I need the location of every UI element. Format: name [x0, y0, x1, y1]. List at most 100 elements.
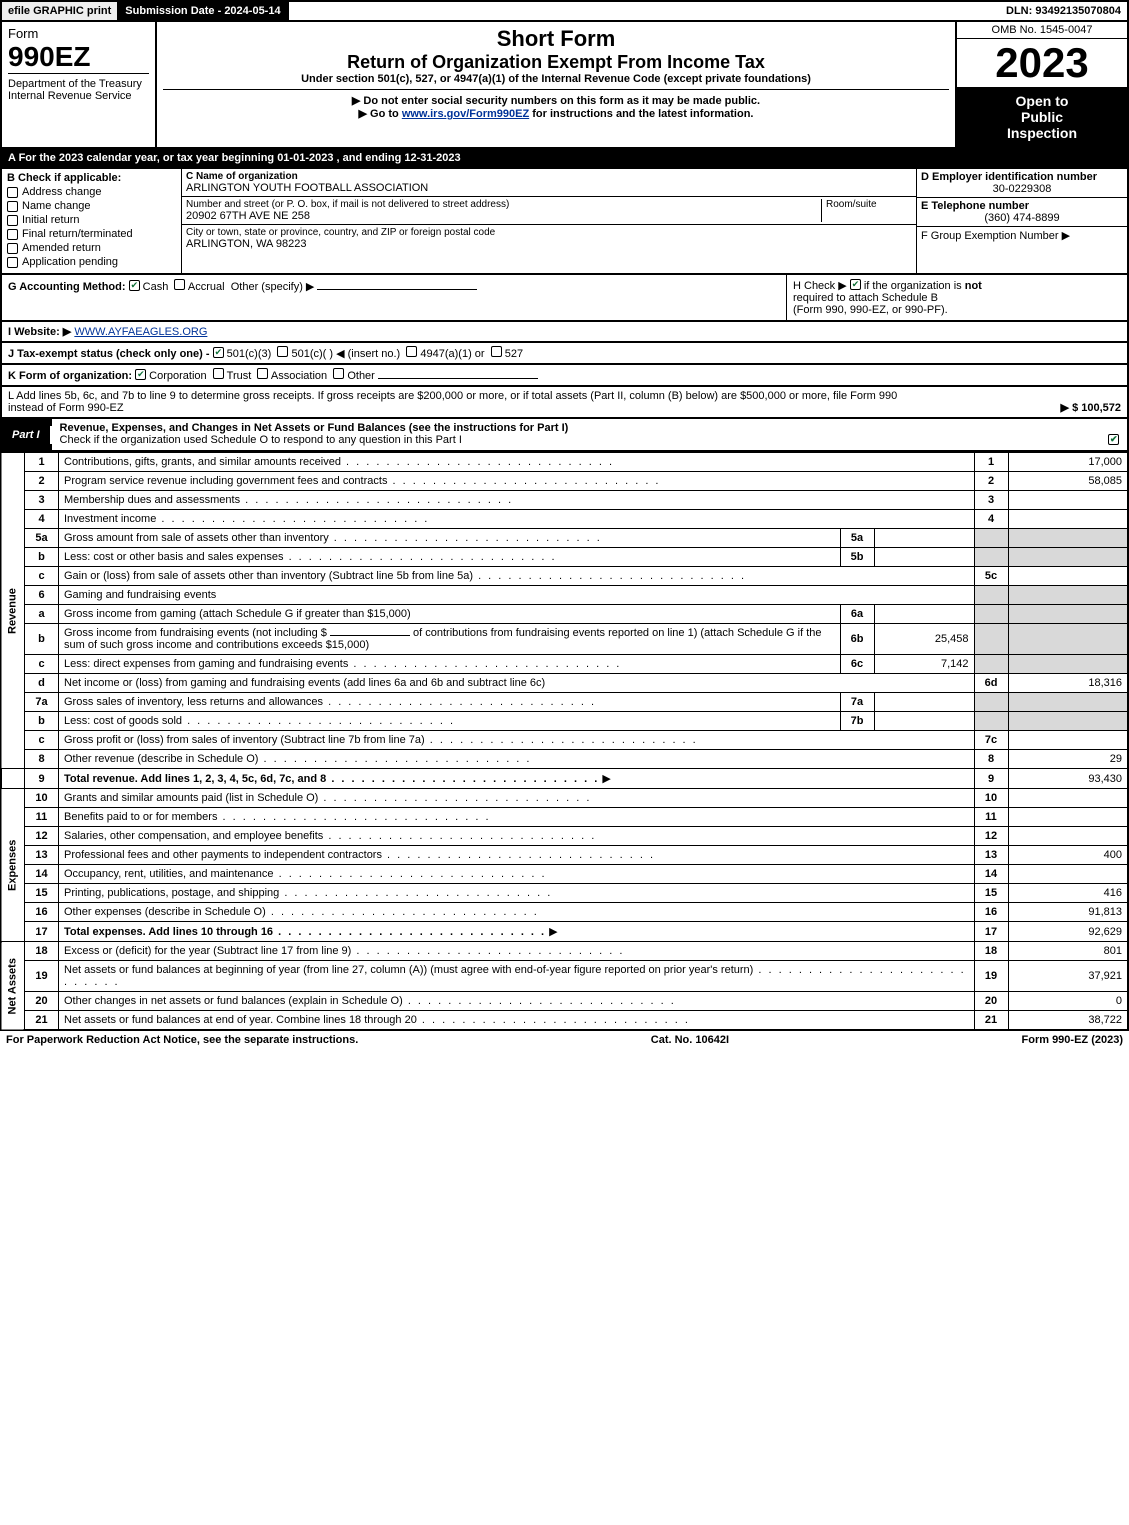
form-number: 990EZ — [8, 41, 149, 73]
l10-no: 10 — [25, 789, 59, 808]
b-label: B Check if applicable: — [7, 172, 176, 184]
l7b-sv — [874, 712, 974, 731]
l5b-sv — [874, 548, 974, 567]
opt-initial-return: Initial return — [22, 214, 79, 226]
l5b-no: b — [25, 548, 59, 567]
l13-val: 400 — [1008, 846, 1128, 865]
l5c-desc: Gain or (loss) from sale of assets other… — [59, 567, 975, 586]
chk-schedule-o[interactable] — [1108, 434, 1119, 445]
note-ssn: ▶ Do not enter social security numbers o… — [163, 94, 949, 107]
ein: 30-0229308 — [921, 183, 1123, 195]
l6-desc: Gaming and fundraising events — [59, 586, 975, 605]
l20-num: 20 — [974, 992, 1008, 1011]
irs-link[interactable]: www.irs.gov/Form990EZ — [402, 108, 529, 120]
j-4947: 4947(a)(1) or — [420, 348, 484, 360]
h-text4: (Form 990, 990-EZ, or 990-PF). — [793, 304, 948, 316]
l6c-numshade — [974, 655, 1008, 674]
k-corp: Corporation — [149, 370, 206, 382]
h-not: not — [965, 280, 982, 292]
l7c-no: c — [25, 731, 59, 750]
chk-amended-return[interactable] — [7, 243, 18, 254]
chk-application-pending[interactable] — [7, 257, 18, 268]
chk-527[interactable] — [491, 346, 502, 357]
j-527: 527 — [505, 348, 523, 360]
street-label: Number and street (or P. O. box, if mail… — [186, 199, 817, 210]
submission-date: Submission Date - 2024-05-14 — [119, 2, 288, 20]
chk-501c3[interactable] — [213, 347, 224, 358]
l6-no: 6 — [25, 586, 59, 605]
section-revenue-label: Revenue — [1, 453, 25, 769]
chk-accrual[interactable] — [174, 279, 185, 290]
l16-val: 91,813 — [1008, 903, 1128, 922]
chk-assoc[interactable] — [257, 368, 268, 379]
chk-4947[interactable] — [406, 346, 417, 357]
l9-no: 9 — [25, 769, 59, 789]
l15-val: 416 — [1008, 884, 1128, 903]
l7a-sv — [874, 693, 974, 712]
l7c-desc: Gross profit or (loss) from sales of inv… — [59, 731, 975, 750]
l6b-sv: 25,458 — [874, 624, 974, 655]
l6b-valshade — [1008, 624, 1128, 655]
l6b-numshade — [974, 624, 1008, 655]
l5a-numshade — [974, 529, 1008, 548]
website-link[interactable]: WWW.AYFAEAGLES.ORG — [74, 326, 207, 338]
l8-num: 8 — [974, 750, 1008, 769]
city-label: City or town, state or province, country… — [186, 227, 912, 238]
l14-no: 14 — [25, 865, 59, 884]
l13-num: 13 — [974, 846, 1008, 865]
efile-print-button[interactable]: efile GRAPHIC print — [2, 2, 119, 20]
chk-h[interactable] — [850, 279, 861, 290]
j-label: J Tax-exempt status (check only one) - — [8, 348, 210, 360]
l10-val — [1008, 789, 1128, 808]
l19-no: 19 — [25, 961, 59, 992]
chk-name-change[interactable] — [7, 201, 18, 212]
chk-final-return[interactable] — [7, 229, 18, 240]
omb-number: OMB No. 1545-0047 — [957, 22, 1127, 39]
l6d-num: 6d — [974, 674, 1008, 693]
section-netassets-label: Net Assets — [1, 942, 25, 1031]
l6b-desc: Gross income from fundraising events (no… — [59, 624, 841, 655]
g-other-input[interactable] — [317, 289, 477, 290]
l12-no: 12 — [25, 827, 59, 846]
footer-left: For Paperwork Reduction Act Notice, see … — [6, 1034, 358, 1046]
l3-desc: Membership dues and assessments — [59, 491, 975, 510]
chk-corp[interactable] — [135, 369, 146, 380]
i-label: I Website: ▶ — [8, 326, 71, 338]
l6a-desc: Gross income from gaming (attach Schedul… — [59, 605, 841, 624]
chk-trust[interactable] — [213, 368, 224, 379]
form-label: Form — [8, 26, 149, 41]
opt-amended-return: Amended return — [22, 242, 101, 254]
chk-501c[interactable] — [277, 346, 288, 357]
l4-desc: Investment income — [59, 510, 975, 529]
l2-no: 2 — [25, 472, 59, 491]
top-bar: efile GRAPHIC print Submission Date - 20… — [0, 0, 1129, 22]
f-label: F Group Exemption Number ▶ — [917, 227, 1127, 244]
opt-final-return: Final return/terminated — [22, 228, 133, 240]
chk-cash[interactable] — [129, 280, 140, 291]
title-return: Return of Organization Exempt From Incom… — [163, 52, 949, 73]
chk-initial-return[interactable] — [7, 215, 18, 226]
k-other-input[interactable] — [378, 378, 538, 379]
l20-val: 0 — [1008, 992, 1128, 1011]
chk-other[interactable] — [333, 368, 344, 379]
open-public-badge: Open to Public Inspection — [957, 87, 1127, 147]
g-other: Other (specify) ▶ — [231, 281, 315, 293]
dept-label: Department of the Treasury Internal Reve… — [8, 73, 149, 102]
part1-tab: Part I — [2, 426, 52, 444]
l18-no: 18 — [25, 942, 59, 961]
chk-address-change[interactable] — [7, 187, 18, 198]
l6b-blank[interactable] — [330, 635, 410, 636]
title-short-form: Short Form — [163, 26, 949, 52]
page-footer: For Paperwork Reduction Act Notice, see … — [0, 1031, 1129, 1049]
l5b-desc: Less: cost or other basis and sales expe… — [59, 548, 841, 567]
l21-desc: Net assets or fund balances at end of ye… — [59, 1011, 975, 1031]
e-label: E Telephone number — [921, 200, 1123, 212]
footer-mid: Cat. No. 10642I — [651, 1034, 729, 1046]
l7b-sl: 7b — [840, 712, 874, 731]
l2-desc: Program service revenue including govern… — [59, 472, 975, 491]
l17-val: 92,629 — [1008, 922, 1128, 942]
l7b-no: b — [25, 712, 59, 731]
k-other: Other — [347, 370, 375, 382]
org-name: ARLINGTON YOUTH FOOTBALL ASSOCIATION — [186, 182, 912, 194]
l17-no: 17 — [25, 922, 59, 942]
